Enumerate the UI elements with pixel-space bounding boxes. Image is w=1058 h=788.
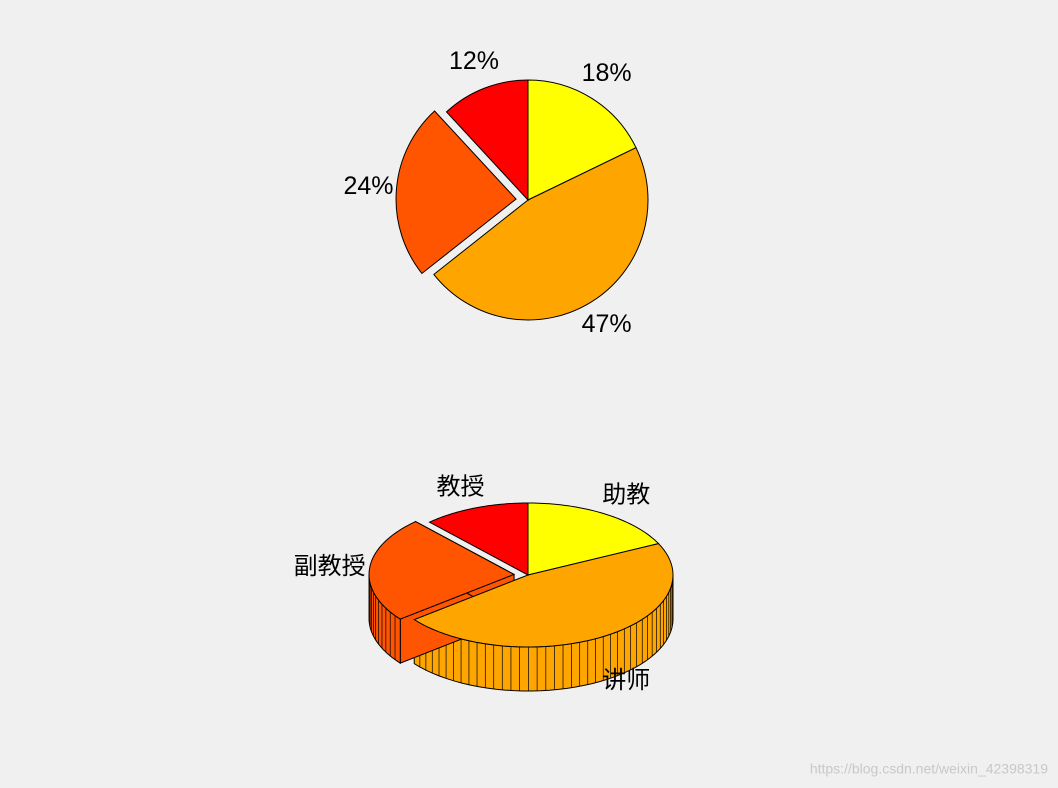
pie-slice [445,79,529,202]
pie-slice [527,79,637,201]
watermark: https://blog.csdn.net/weixin_42398319 [810,761,1048,777]
category-label: 讲师 [602,666,650,694]
value-label: 12% [449,47,499,75]
category-label: 副教授 [294,552,366,580]
category-label: 助教 [602,480,650,508]
pie-slice [368,521,516,620]
pie-slice [395,110,517,275]
pie-slice [413,543,674,648]
value-label: 24% [343,172,393,200]
value-label: 47% [582,310,632,338]
pie-slice [433,147,649,321]
value-label: 18% [582,59,632,87]
pie-slice [428,502,529,576]
category-label: 教授 [437,472,485,500]
pie-slice [527,502,660,576]
